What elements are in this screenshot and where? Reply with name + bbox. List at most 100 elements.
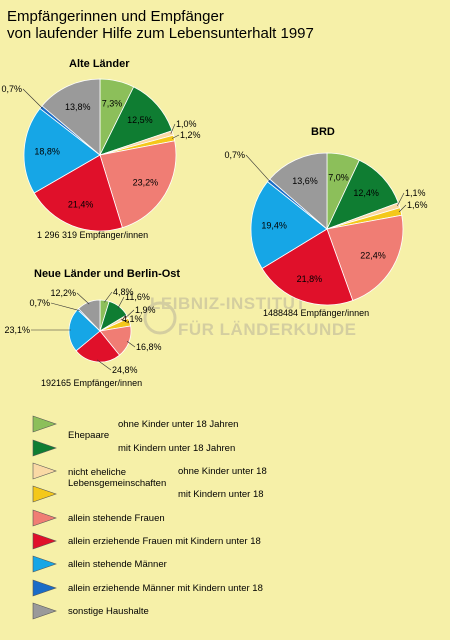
pie-value-label: 13,6% bbox=[292, 176, 318, 186]
legend-item-sonstige-haushalte: sonstige Haushalte bbox=[32, 602, 149, 620]
pie-slice-sonstige-haushalte bbox=[77, 299, 101, 332]
label-leader bbox=[245, 154, 271, 182]
legend-swatch bbox=[32, 509, 57, 527]
pie-value-label: 23,1% bbox=[4, 325, 30, 335]
label-leader bbox=[397, 192, 405, 207]
pie-slice-allein-stehende-ma-nner bbox=[23, 107, 101, 194]
label-leader bbox=[22, 88, 43, 109]
legend-label: allein erziehende Frauen mit Kindern unt… bbox=[68, 536, 261, 547]
pie-title: Neue Länder und Berlin-Ost bbox=[34, 268, 180, 280]
pie-value-label: 23,2% bbox=[133, 177, 159, 187]
pie-value-label: 7,0% bbox=[328, 172, 349, 182]
pie-slice-allein-erziehende-frauen-mit-kindern-unter-18 bbox=[75, 330, 121, 363]
pie-value-label: 11,6% bbox=[125, 292, 150, 302]
pie-value-label: 4,1% bbox=[122, 314, 143, 324]
legend-item-mit-kindern-unter-18: mit Kindern unter 18 bbox=[32, 485, 264, 503]
legend: Ehepaare nicht eheliche Lebensgemeinscha… bbox=[32, 415, 267, 620]
label-leader bbox=[50, 302, 80, 311]
pie-value-label: 7,3% bbox=[102, 98, 123, 108]
pie-charts: Alte Länder 7,3% 12,5% 1,0%1,2% 23,2% 21,4% 18… bbox=[1, 58, 427, 388]
pie-value-label: 4,8% bbox=[113, 287, 134, 297]
pie-slice-allein-erziehende-frauen-mit-kindern-unter-18 bbox=[33, 154, 123, 232]
legend-label: allein stehende Frauen bbox=[68, 513, 165, 524]
pie-value-label: 1,2% bbox=[180, 130, 201, 140]
pie-title: BRD bbox=[311, 126, 335, 138]
pie-value-label: 1,6% bbox=[407, 200, 428, 210]
pie-slice-sonstige-haushalte bbox=[269, 152, 328, 230]
legend-swatch bbox=[32, 462, 57, 480]
pie-slice-allein-erziehende-frauen-mit-kindern-unter-18 bbox=[261, 228, 354, 306]
legend-swatch bbox=[32, 532, 57, 550]
pie-value-label: 12,5% bbox=[127, 115, 153, 125]
legend-item-ohne-kinder-unter-18-jahren: ohne Kinder unter 18 Jahren bbox=[32, 415, 238, 433]
pie-slice-ehepaare-mit-kindern-unter-18-jahren bbox=[99, 86, 173, 156]
pie-value-label: 1,9% bbox=[135, 305, 156, 315]
pie-value-label: 18,8% bbox=[34, 146, 60, 156]
label-leader bbox=[171, 134, 180, 139]
pie-value-label: 21,4% bbox=[68, 199, 94, 209]
pie-value-label: 12,2% bbox=[50, 288, 76, 298]
legend-item-allein-stehende-frauen: allein stehende Frauen bbox=[32, 509, 165, 527]
chart-title-line1: Empfängerinnen und Empfänger bbox=[7, 8, 224, 25]
label-leader bbox=[96, 359, 112, 371]
legend-swatch bbox=[32, 555, 57, 573]
label-leader bbox=[76, 292, 90, 305]
legend-swatch bbox=[32, 439, 57, 457]
pie-slice-allein-stehende-ma-nner bbox=[250, 181, 328, 270]
pie-value-label: 16,8% bbox=[136, 342, 162, 352]
pie-slice-allein-stehende-frauen bbox=[99, 140, 177, 229]
label-leader bbox=[398, 204, 407, 213]
pie-value-label: 0,7% bbox=[1, 84, 22, 94]
watermark-logo bbox=[143, 301, 177, 335]
pie-title: Alte Länder bbox=[69, 58, 130, 70]
pie-value-label: 19,4% bbox=[261, 221, 287, 231]
label-leader bbox=[125, 309, 135, 318]
legend-item-mit-kindern-unter-18-jahren: mit Kindern unter 18 Jahren bbox=[32, 439, 235, 457]
pie-slice-sonstige-haushalte bbox=[41, 78, 101, 156]
pie-alte-la-nder: Alte Länder 7,3% 12,5% 1,0%1,2% 23,2% 21,4% 18… bbox=[1, 58, 200, 240]
legend-item-ohne-kinder-unter-18: ohne Kinder unter 18 bbox=[32, 462, 267, 480]
pie-value-label: 1,0% bbox=[176, 119, 197, 129]
pie-neue-la-nder-und-berlin-ost: Neue Länder und Berlin-Ost 4,8%11,6% 1,9%4… bbox=[4, 268, 180, 388]
label-leader bbox=[126, 341, 136, 348]
pie-slice-ehepaare-mit-kindern-unter-18-jahren bbox=[326, 159, 399, 230]
pie-value-label: 0,7% bbox=[29, 298, 50, 308]
legend-label: mit Kindern unter 18 bbox=[178, 489, 264, 500]
legend-swatch bbox=[32, 579, 57, 597]
legend-group-nichtehelich-line2: Lebensgemeinschaften bbox=[68, 478, 166, 489]
legend-swatch bbox=[32, 415, 57, 433]
legend-label: allein erziehende Männer mit Kindern unt… bbox=[68, 583, 263, 594]
pie-value-label: 1,1% bbox=[405, 188, 426, 198]
pie-value-label: 22,4% bbox=[360, 250, 386, 260]
legend-item-allein-erziehende-ma-nner-mit-kindern-unter-18: allein erziehende Männer mit Kindern unt… bbox=[32, 579, 263, 597]
legend-item-allein-erziehende-frauen-mit-kindern-unter-18: allein erziehende Frauen mit Kindern unt… bbox=[32, 532, 261, 550]
pie-brd: BRD 7,0% 12,4% 1,1% 1,6% 22,4% 21,8% 19,4% 0,7% 1… bbox=[224, 126, 427, 318]
pie-value-label: 0,7% bbox=[224, 150, 245, 160]
legend-group-nichtehelich-line1: nicht eheliche bbox=[68, 467, 126, 478]
pie-value-label: 12,4% bbox=[353, 188, 379, 198]
pie-total-label: 1488484 Empfänger/innen bbox=[263, 308, 369, 318]
legend-group-ehepaare: Ehepaare bbox=[68, 430, 109, 441]
label-leader bbox=[170, 123, 176, 134]
legend-label: allein stehende Männer bbox=[68, 559, 167, 570]
watermark-line1: LEIBNIZ-INSTITUT bbox=[150, 294, 306, 313]
pie-slice-allein-stehende-frauen bbox=[326, 214, 404, 302]
legend-item-allein-stehende-ma-nner: allein stehende Männer bbox=[32, 555, 167, 573]
legend-swatch bbox=[32, 485, 57, 503]
legend-label: ohne Kinder unter 18 Jahren bbox=[118, 419, 238, 430]
legend-label: mit Kindern unter 18 Jahren bbox=[118, 443, 235, 454]
legend-label: sonstige Haushalte bbox=[68, 606, 149, 617]
label-leader bbox=[117, 296, 125, 309]
pie-value-label: 13,8% bbox=[65, 102, 91, 112]
pie-total-label: 1 296 319 Empfänger/innen bbox=[37, 230, 148, 240]
label-leader bbox=[120, 318, 128, 323]
label-leader bbox=[104, 291, 113, 303]
chart-title-line2: von laufender Hilfe zum Lebensunterhalt … bbox=[7, 25, 314, 42]
watermark: LEIBNIZ-INSTITUT FÜR LÄNDERKUNDE bbox=[143, 294, 356, 339]
legend-swatch bbox=[32, 602, 57, 620]
pie-value-label: 24,8% bbox=[112, 365, 138, 375]
pie-total-label: 192165 Empfänger/innen bbox=[41, 378, 142, 388]
pie-value-label: 21,8% bbox=[297, 274, 323, 284]
watermark-line2: FÜR LÄNDERKUNDE bbox=[178, 320, 356, 339]
